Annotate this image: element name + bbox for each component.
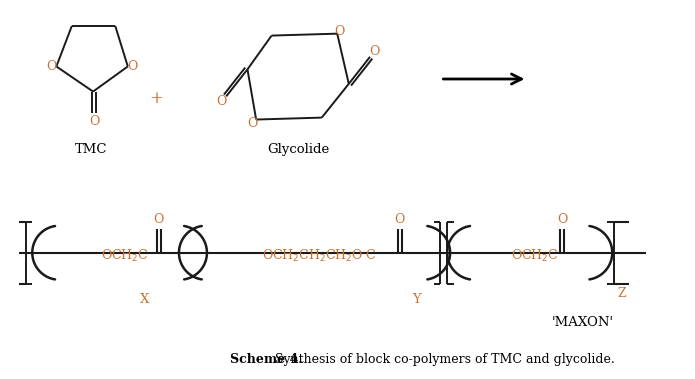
Text: O: O bbox=[89, 115, 99, 128]
Text: O: O bbox=[395, 213, 405, 226]
Text: +: + bbox=[149, 90, 163, 107]
Text: O: O bbox=[557, 213, 567, 226]
Text: X: X bbox=[140, 293, 149, 305]
Text: Scheme 4.: Scheme 4. bbox=[230, 353, 303, 366]
Text: O: O bbox=[216, 95, 227, 108]
Text: TMC: TMC bbox=[75, 143, 108, 156]
Text: OCH$_2$C: OCH$_2$C bbox=[101, 247, 149, 264]
Text: O: O bbox=[47, 60, 57, 73]
Text: OCH$_2$C: OCH$_2$C bbox=[512, 247, 559, 264]
Text: Synthesis of block co-polymers of TMC and glycolide.: Synthesis of block co-polymers of TMC an… bbox=[275, 353, 615, 366]
Text: Z: Z bbox=[618, 287, 626, 300]
Text: Y: Y bbox=[412, 293, 420, 305]
Text: OCH$_2$CH$_2$CH$_2$O C: OCH$_2$CH$_2$CH$_2$O C bbox=[263, 247, 377, 264]
Text: Glycolide: Glycolide bbox=[268, 143, 329, 156]
Text: O: O bbox=[154, 213, 164, 226]
Text: 'MAXON': 'MAXON' bbox=[553, 316, 614, 329]
Text: O: O bbox=[370, 45, 380, 58]
Text: O: O bbox=[334, 25, 344, 38]
Text: O: O bbox=[247, 117, 257, 130]
Text: O: O bbox=[127, 60, 138, 73]
